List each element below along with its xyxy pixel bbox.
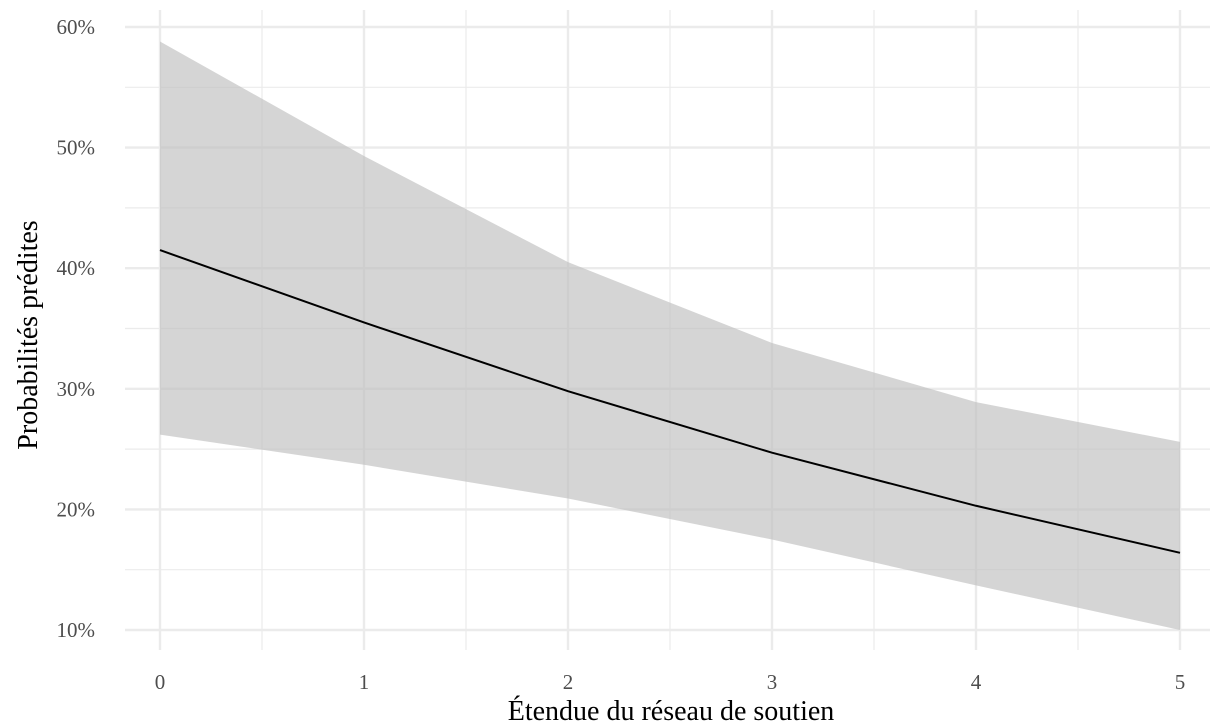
prediction-line — [159, 249, 1181, 554]
y-axis-tick-labels: 10% 20% 30% 40% 50% 60% — [57, 15, 96, 642]
confidence-band — [160, 41, 1180, 631]
prediction-line-layer — [159, 249, 1181, 554]
y-axis-title: Probabilités prédites — [13, 220, 44, 449]
y-tick-label: 40% — [57, 256, 96, 280]
x-axis-tick-labels: 0 1 2 3 4 5 — [155, 670, 1186, 694]
x-tick-label: 3 — [767, 670, 778, 694]
x-tick-label: 2 — [563, 670, 574, 694]
x-tick-label: 0 — [155, 670, 166, 694]
x-tick-label: 4 — [971, 670, 982, 694]
y-tick-label: 10% — [57, 618, 96, 642]
x-tick-label: 1 — [359, 670, 370, 694]
y-tick-label: 20% — [57, 497, 96, 521]
x-tick-label: 5 — [1175, 670, 1186, 694]
y-tick-label: 50% — [57, 136, 96, 160]
x-axis-title: Étendue du réseau de soutien — [508, 696, 835, 727]
y-tick-label: 60% — [57, 15, 96, 39]
y-tick-label: 30% — [57, 377, 96, 401]
confidence-band-layer — [160, 41, 1180, 631]
